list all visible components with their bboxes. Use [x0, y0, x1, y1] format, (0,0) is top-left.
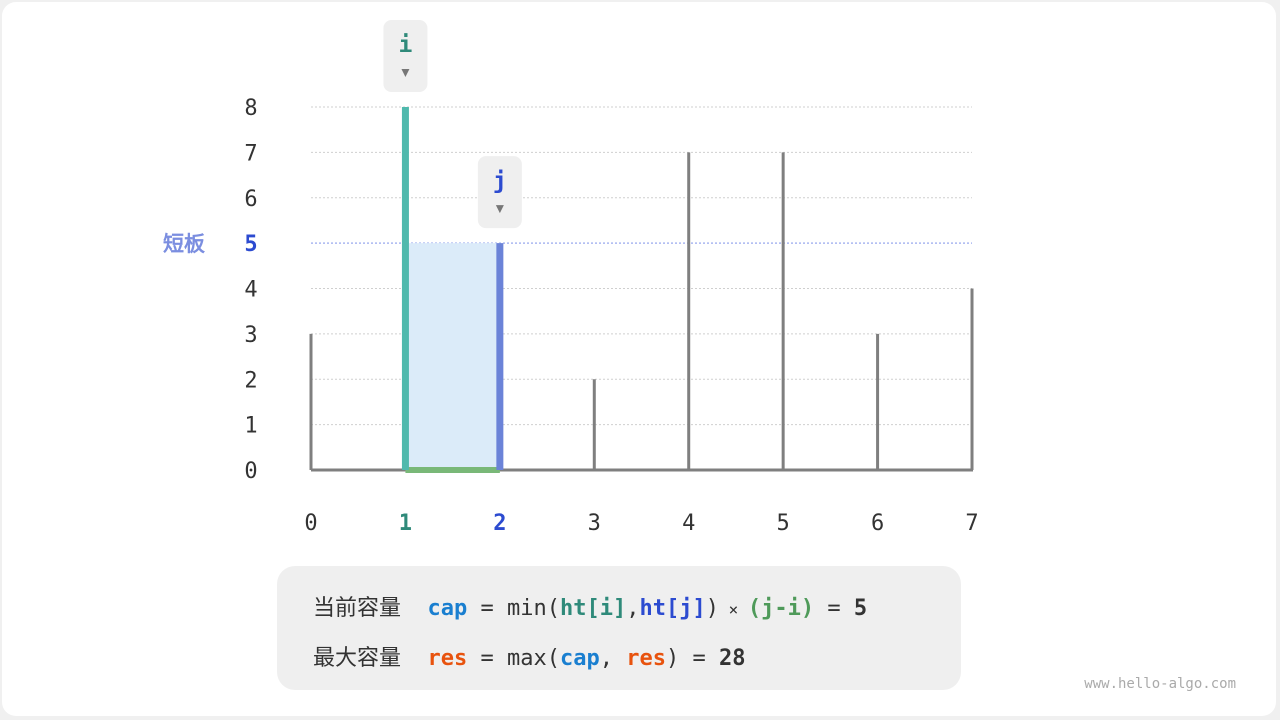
pointer-j-label: j — [493, 168, 507, 194]
watermark: www.hello-algo.com — [1084, 676, 1236, 692]
text: ) — [705, 596, 719, 621]
x-tick-label: 3 — [588, 511, 601, 536]
var-res: res — [427, 646, 468, 671]
y-tick-label: 2 — [244, 368, 257, 393]
text: = min( — [467, 596, 560, 621]
var-cap: cap — [427, 596, 468, 621]
arrow-down-icon — [495, 205, 504, 214]
x-tick-label: 6 — [871, 511, 884, 536]
y-tick-label: 0 — [244, 459, 257, 484]
formula-box: 当前容量 cap = min(ht[i],ht[j]) × (j-i) = 5 … — [277, 566, 961, 690]
x-tick-label: 4 — [682, 511, 695, 536]
y-tick-label: 4 — [244, 278, 257, 303]
text: × — [718, 600, 748, 619]
var-width: (j-i) — [747, 596, 815, 621]
x-tick-label: 0 — [304, 511, 317, 536]
var-ht-j: ht[j] — [639, 596, 706, 621]
y-tick-label: 7 — [244, 141, 257, 166]
text: = — [814, 596, 854, 621]
y-tick-label: 1 — [244, 414, 257, 439]
label-current-capacity: 当前容量 — [313, 596, 402, 621]
pointer-i-box — [383, 20, 428, 92]
var-res: res — [626, 646, 666, 671]
water-area — [405, 243, 500, 470]
cap-result: 5 — [853, 596, 868, 621]
y-tick-label: 5 — [244, 232, 257, 257]
formula-line-res: 最大容量 res = max(cap, res) = 28 — [313, 640, 745, 672]
y-tick-label: 3 — [244, 323, 257, 348]
x-tick-label: 2 — [493, 511, 506, 536]
pointer-j-box — [477, 156, 522, 229]
text: , — [626, 596, 640, 621]
x-tick-label: 7 — [965, 511, 978, 536]
pointer-i-label: i — [399, 32, 413, 58]
x-tick-label: 1 — [399, 511, 412, 536]
x-tick-label: 5 — [777, 511, 790, 536]
var-cap: cap — [559, 646, 600, 671]
short-board-label: 短板 — [163, 232, 206, 256]
var-ht-i: ht[i] — [559, 596, 627, 621]
label-max-capacity: 最大容量 — [313, 646, 402, 671]
text: , — [599, 646, 627, 671]
container-chart: 0 1 2 3 4 5 6 7 8 短板 0 1 2 3 4 5 6 7 i j — [163, 20, 979, 536]
arrow-down-icon — [401, 69, 410, 77]
formula-line-cap: 当前容量 cap = min(ht[i],ht[j]) × (j-i) = 5 — [313, 590, 867, 622]
text: ) — [665, 646, 680, 671]
text: = — [679, 646, 719, 671]
y-tick-label: 8 — [244, 96, 257, 121]
text: = max( — [467, 646, 560, 671]
y-tick-label: 6 — [244, 187, 257, 212]
res-result: 28 — [718, 646, 746, 671]
